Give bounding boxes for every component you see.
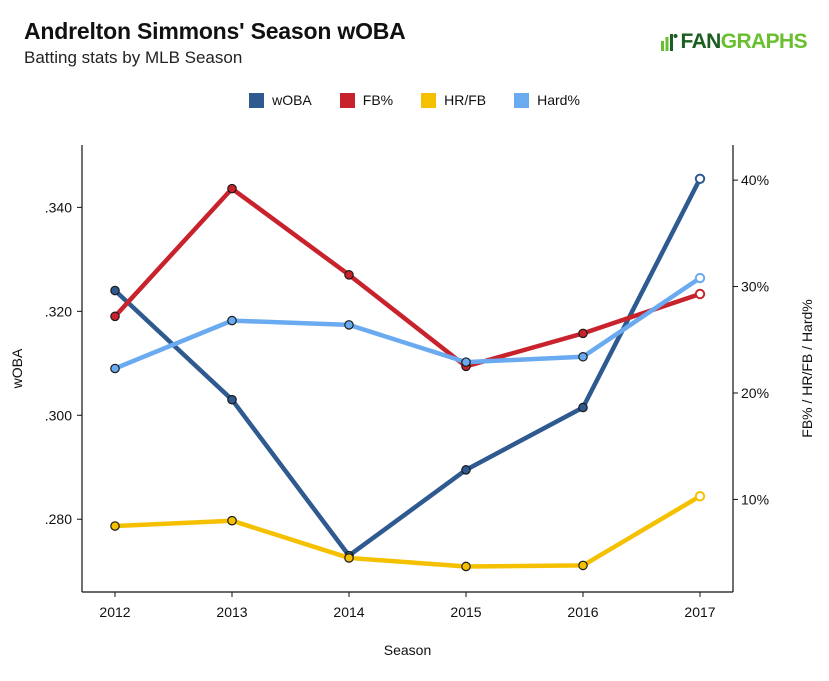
x-tick-label: 2017 <box>684 604 715 620</box>
legend-label-hrfb: HR/FB <box>444 92 487 108</box>
legend-swatch-hrfb <box>421 92 437 108</box>
data-point-hard <box>110 363 120 374</box>
fangraphs-logo-text: FANGRAPHS <box>680 30 808 54</box>
x-tick-label: 2013 <box>216 604 247 620</box>
legend-item-hard[interactable]: Hard% <box>514 92 580 108</box>
y-left-tick-label: .320 <box>45 303 72 319</box>
data-point-woba <box>227 394 237 405</box>
data-point-woba <box>110 285 120 296</box>
chart-subtitle: Batting stats by MLB Season <box>24 48 243 67</box>
legend-item-hrfb[interactable]: HR/FB <box>421 92 486 108</box>
data-point-hard <box>461 357 471 367</box>
x-axis-title: Season <box>384 642 431 658</box>
data-point-hard <box>344 320 354 330</box>
fangraphs-logo-icon <box>660 34 678 51</box>
data-point-hr-fb <box>344 553 354 563</box>
data-point-hr-fb <box>110 521 120 531</box>
data-point-fb <box>694 288 706 300</box>
x-tick-label: 2016 <box>567 604 598 620</box>
legend-label-hard: Hard% <box>537 92 580 108</box>
x-tick-label: 2015 <box>450 604 481 620</box>
y-right-tick-label: 10% <box>741 491 769 507</box>
data-point-hard <box>227 315 237 326</box>
legend-swatch-woba <box>249 92 265 108</box>
y-left-tick-label: .340 <box>45 199 72 215</box>
data-point-hr-fb <box>227 515 237 526</box>
y-axis-left-title: wOBA <box>9 348 25 389</box>
y-left-tick-label: .280 <box>45 511 72 527</box>
data-point-woba <box>461 465 471 475</box>
y-right-tick-label: 20% <box>741 385 769 401</box>
legend-label-woba: wOBA <box>272 92 312 108</box>
legend-item-fb[interactable]: FB% <box>339 92 394 108</box>
y-right-tick-label: 40% <box>741 172 769 188</box>
data-point-hr-fb <box>694 491 706 502</box>
data-point-hr-fb <box>578 560 588 571</box>
legend-item-woba[interactable]: wOBA <box>249 92 312 108</box>
legend-label-fb: FB% <box>362 92 394 108</box>
legend-swatch-hard <box>514 92 530 108</box>
y-right-tick-label: 30% <box>741 279 769 295</box>
chart-legend: wOBA FB% HR/FB Hard% <box>0 92 829 108</box>
data-point-fb <box>344 270 354 280</box>
chart-title: Andrelton Simmons' Season wOBA <box>24 18 406 44</box>
logo-text-fan: FAN <box>680 30 722 53</box>
data-point-fb <box>110 311 120 322</box>
x-tick-label: 2014 <box>333 604 364 620</box>
data-point-hr-fb <box>461 561 471 572</box>
logo-text-graphs: GRAPHS <box>720 30 808 53</box>
legend-swatch-fb <box>339 92 355 108</box>
data-point-woba <box>694 173 706 184</box>
data-point-hard <box>694 272 706 284</box>
data-point-fb <box>578 328 588 339</box>
series-line-hard <box>112 275 703 371</box>
data-point-hard <box>578 351 588 362</box>
data-point-woba <box>578 402 588 413</box>
fangraphs-logo[interactable]: FANGRAPHS <box>660 30 808 54</box>
y-axis-right-title: FB% / HR/FB / Hard% <box>799 299 815 437</box>
series-line-fb <box>112 186 703 369</box>
series-line-hr-fb <box>112 493 703 569</box>
x-tick-label: 2012 <box>99 604 130 620</box>
y-left-tick-label: .300 <box>45 407 72 423</box>
data-point-fb <box>227 183 237 194</box>
series-line-woba <box>112 176 703 558</box>
